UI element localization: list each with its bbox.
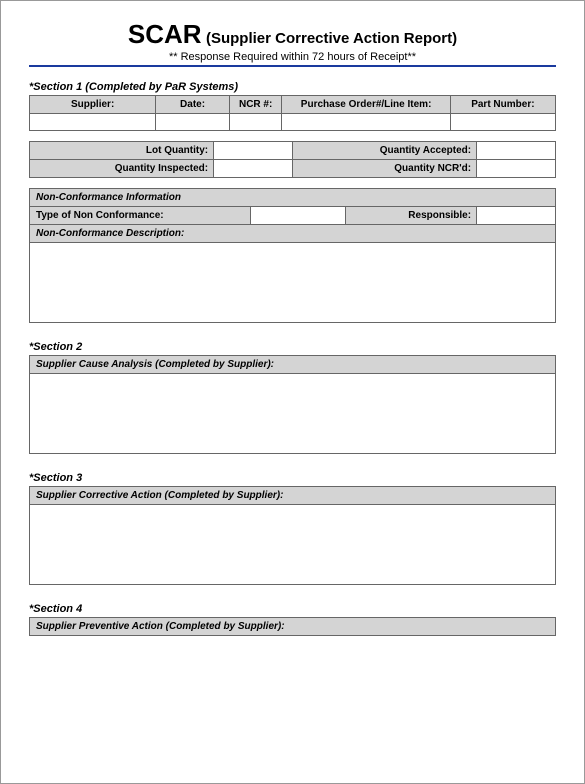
val-date[interactable]: [156, 114, 230, 131]
section3-label: *Section 3: [29, 472, 556, 484]
section1-qty-table: Lot Quantity: Quantity Accepted: Quantit…: [29, 141, 556, 178]
section4-table: Supplier Preventive Action (Completed by…: [29, 617, 556, 636]
lbl-qty-ncrd: Quantity NCR'd:: [292, 160, 476, 178]
header-title: SCAR (Supplier Corrective Action Report): [29, 19, 556, 50]
noncon-header: Non-Conformance Information: [30, 189, 556, 207]
title-main: SCAR: [128, 19, 202, 49]
document-page: SCAR (Supplier Corrective Action Report)…: [0, 0, 585, 784]
col-part: Part Number:: [450, 96, 555, 114]
val-qty-ncrd[interactable]: [477, 160, 556, 178]
col-supplier: Supplier:: [30, 96, 156, 114]
section2-table: Supplier Cause Analysis (Completed by Su…: [29, 355, 556, 454]
col-ncr: NCR #:: [229, 96, 282, 114]
val-po[interactable]: [282, 114, 450, 131]
section1-main-table: Supplier: Date: NCR #: Purchase Order#/L…: [29, 95, 556, 131]
section4-label: *Section 4: [29, 603, 556, 615]
section3-header: Supplier Corrective Action (Completed by…: [30, 487, 556, 505]
header-note: ** Response Required within 72 hours of …: [29, 51, 556, 63]
lbl-lot-qty: Lot Quantity:: [30, 142, 214, 160]
val-lot-qty[interactable]: [214, 142, 293, 160]
section2-value[interactable]: [30, 374, 556, 454]
val-noncon-type[interactable]: [250, 207, 345, 225]
val-qty-inspected[interactable]: [214, 160, 293, 178]
val-supplier[interactable]: [30, 114, 156, 131]
val-part[interactable]: [450, 114, 555, 131]
noncon-desc-label: Non-Conformance Description:: [30, 225, 556, 243]
val-responsible[interactable]: [477, 207, 556, 225]
val-noncon-desc[interactable]: [30, 243, 556, 323]
lbl-qty-accepted: Quantity Accepted:: [292, 142, 476, 160]
section1-label: *Section 1 (Completed by PaR Systems): [29, 81, 556, 93]
col-po: Purchase Order#/Line Item:: [282, 96, 450, 114]
section3-table: Supplier Corrective Action (Completed by…: [29, 486, 556, 585]
nonconformance-table: Non-Conformance Information Type of Non …: [29, 188, 556, 323]
section2-label: *Section 2: [29, 341, 556, 353]
lbl-qty-inspected: Quantity Inspected:: [30, 160, 214, 178]
section4-header: Supplier Preventive Action (Completed by…: [30, 618, 556, 636]
lbl-responsible: Responsible:: [345, 207, 477, 225]
section2-header: Supplier Cause Analysis (Completed by Su…: [30, 356, 556, 374]
title-sub: (Supplier Corrective Action Report): [206, 30, 457, 47]
lbl-noncon-type: Type of Non Conformance:: [30, 207, 251, 225]
val-qty-accepted[interactable]: [477, 142, 556, 160]
document-header: SCAR (Supplier Corrective Action Report)…: [29, 19, 556, 67]
val-ncr[interactable]: [229, 114, 282, 131]
section3-value[interactable]: [30, 505, 556, 585]
col-date: Date:: [156, 96, 230, 114]
